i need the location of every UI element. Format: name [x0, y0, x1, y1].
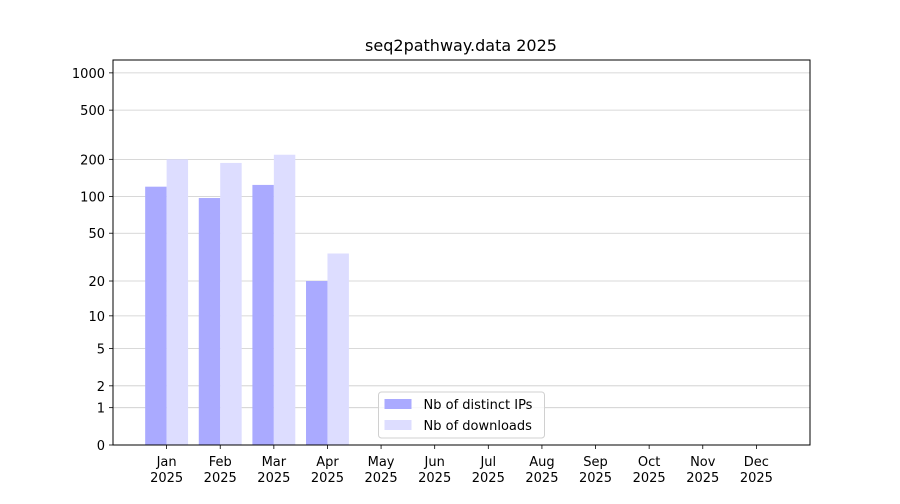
- x-tick-label: May 2025: [365, 455, 398, 486]
- y-tick-label: 1: [97, 402, 105, 417]
- bar: [166, 159, 189, 446]
- x-tick-label: Aug 2025: [525, 455, 558, 486]
- x-tick-label: Oct 2025: [633, 455, 666, 486]
- x-tick-label: Mar 2025: [257, 455, 290, 486]
- bar: [198, 198, 221, 445]
- bar: [273, 154, 296, 445]
- y-tick-label: 2: [97, 380, 105, 395]
- x-tick-label: Jun 2025: [418, 455, 451, 486]
- y-tick-label: 0: [97, 439, 105, 454]
- y-tick-label: 10: [88, 310, 105, 325]
- x-tick-label: Dec 2025: [740, 455, 773, 486]
- plot-frame: [112, 59, 811, 446]
- bar: [252, 184, 274, 445]
- x-tick-label: Sep 2025: [579, 455, 612, 486]
- chart-title: seq2pathway.data 2025: [365, 36, 557, 55]
- x-tick-label: Jul 2025: [472, 455, 505, 486]
- y-tick-label: 50: [88, 227, 105, 242]
- y-tick-label: 1000: [72, 67, 105, 82]
- bar: [145, 186, 167, 445]
- legend: Nb of distinct IPs Nb of downloads: [378, 391, 545, 439]
- bar: [220, 162, 242, 445]
- y-tick-label: 200: [80, 153, 105, 168]
- legend-swatch: [384, 420, 412, 430]
- y-tick-label: 5: [97, 342, 105, 357]
- legend-label: Nb of distinct IPs: [424, 398, 533, 413]
- legend-label: Nb of downloads: [424, 419, 533, 434]
- x-tick-label: Nov 2025: [686, 455, 719, 486]
- x-tick-label: Feb 2025: [204, 455, 237, 486]
- bar: [306, 281, 328, 445]
- y-tick-label: 20: [88, 275, 105, 290]
- bar: [327, 253, 349, 445]
- y-tick-label: 500: [80, 104, 105, 119]
- y-tick-label: 100: [80, 190, 105, 205]
- legend-swatch: [384, 399, 412, 409]
- x-tick-label: Apr 2025: [311, 455, 344, 486]
- legend-box: [378, 391, 545, 439]
- x-tick-label: Jan 2025: [150, 455, 183, 486]
